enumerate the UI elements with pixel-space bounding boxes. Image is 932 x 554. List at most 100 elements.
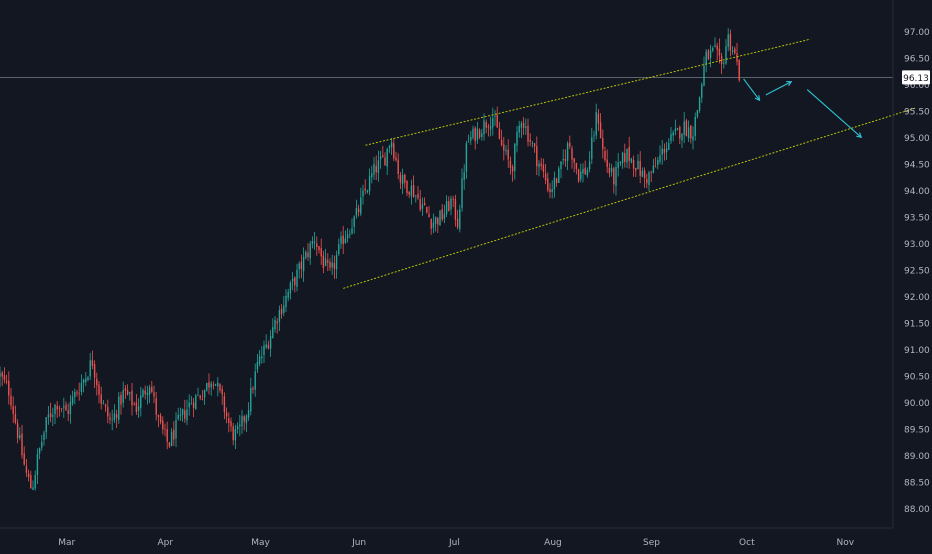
price-axis-tick-label: 97.00 [904,28,930,38]
candle [723,61,725,69]
candle-body [597,113,600,124]
time-axis-tick-label: Nov [837,538,855,548]
candle [357,204,360,217]
candle-body [129,392,131,394]
candle-body [685,120,688,137]
candle [720,52,723,74]
candle-body [542,164,545,172]
candle-body [76,392,78,394]
candle [377,150,380,182]
candle-body [177,414,179,420]
candle [410,179,413,205]
candle-body [637,160,639,170]
candle-body [43,432,45,441]
candle-body [639,161,641,176]
candle [25,458,28,477]
candle [509,156,512,175]
candle-body [430,219,432,229]
candle [650,170,652,183]
candle [463,164,465,190]
price-axis-tick-label: 88.00 [904,505,930,515]
candle [177,407,179,421]
candle-body [584,167,586,175]
candle-body [210,383,212,388]
candle [626,148,628,169]
candle [716,42,718,61]
candle-body [549,189,551,193]
candle [582,163,584,183]
candle [544,163,547,185]
time-axis[interactable]: Mar Apr May Jun Jul Aug Sep Oct Nov [0,527,893,548]
candle [672,130,674,142]
candle-body [577,169,580,182]
candle [648,170,650,191]
projection-arrow[interactable] [743,78,761,102]
candle [481,129,483,141]
candle-body [650,171,652,173]
candle [74,388,76,405]
projection-arrow[interactable] [765,80,793,96]
candle-body [232,426,234,441]
candle-body [421,204,424,209]
candle [518,120,520,138]
candle [120,391,122,415]
candle [311,236,314,249]
candle [461,168,463,212]
time-axis-tick-label: Mar [58,538,75,548]
candle-body [49,413,52,418]
candle [419,190,421,212]
candle-body [63,406,65,408]
candle-body [122,389,124,403]
candles-layer [0,28,740,491]
candle [331,254,333,275]
last-price-badge: 96.13 [902,70,930,85]
candle [221,385,223,405]
candle [214,383,217,387]
candle-body [85,378,87,383]
candle [498,121,501,140]
price-axis[interactable]: 88.00 88.50 89.00 89.50 90.00 90.50 91.00 91.50… [892,0,930,528]
candle-body [635,167,637,171]
candle-body [709,50,712,58]
channel-upper-line[interactable] [365,38,811,146]
candle-body [505,149,507,152]
candle-body [608,167,611,174]
candle-body [371,173,373,178]
candle [324,248,327,267]
candle-body [531,143,534,145]
candle-body [320,248,322,257]
candle-body [184,410,186,419]
candle-body [705,51,707,64]
candle [302,247,305,282]
candle [584,160,586,176]
candle [151,380,153,394]
candle [712,45,714,53]
candle [223,392,226,420]
candle-body [613,168,615,185]
candle [547,172,549,193]
projection-arrow[interactable] [806,89,863,139]
candle-body [265,344,267,348]
candle-body [461,178,463,209]
projection-arrow-shaft [765,81,792,96]
candle [126,384,129,396]
price-axis-tick-label: 94.50 [904,160,930,170]
candle [522,117,525,135]
candle [287,288,289,302]
candle-body [258,356,261,364]
candle-body [472,128,474,138]
candle [135,393,138,415]
candle-body [445,201,448,215]
candle [228,412,230,433]
candle-body [146,392,149,395]
channel-lower-line[interactable] [343,107,916,289]
candle-body [107,407,109,417]
candle [390,138,393,156]
candle [417,186,419,200]
candle-body [140,395,142,408]
candle [569,135,571,150]
candle-body [397,159,399,175]
candle-body [269,336,272,349]
candle [538,160,540,177]
candle [670,126,672,144]
